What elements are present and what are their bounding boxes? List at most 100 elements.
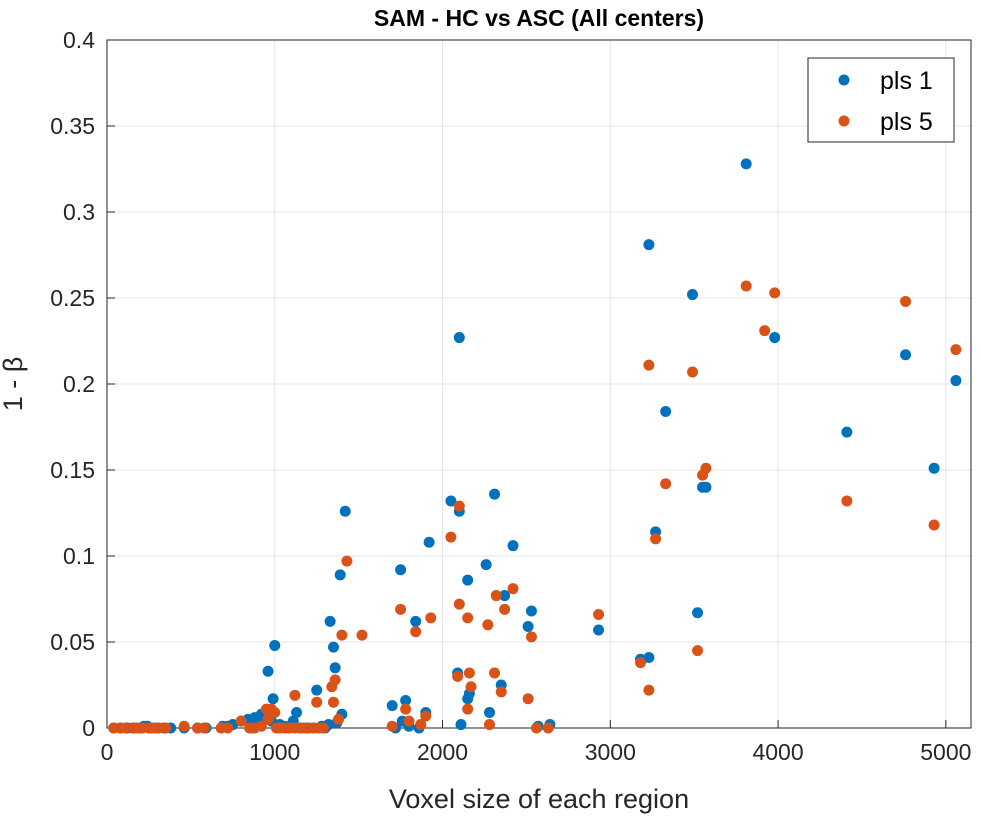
data-points xyxy=(108,158,962,734)
data-point xyxy=(928,519,940,531)
data-point xyxy=(507,540,519,552)
legend-box xyxy=(807,57,955,143)
data-point xyxy=(339,505,351,517)
data-point xyxy=(463,667,475,679)
data-point xyxy=(386,720,398,732)
x-axis-label: Voxel size of each region xyxy=(389,784,689,814)
y-tick-label: 0.05 xyxy=(50,629,95,655)
data-point xyxy=(482,619,494,631)
data-point xyxy=(415,719,427,731)
data-point xyxy=(160,722,172,734)
y-tick-label: 0.35 xyxy=(50,113,95,139)
data-point xyxy=(484,719,496,731)
data-point xyxy=(445,531,457,543)
y-tick-label: 0.2 xyxy=(63,371,95,397)
data-point xyxy=(740,280,752,292)
data-point xyxy=(692,645,704,657)
data-point xyxy=(178,720,190,732)
legend-label-pls-1: pls 1 xyxy=(880,67,933,95)
data-point xyxy=(692,607,704,619)
grid-lines xyxy=(107,40,971,728)
data-point xyxy=(453,598,465,610)
data-point xyxy=(324,615,336,627)
data-point xyxy=(465,681,477,693)
data-point xyxy=(499,603,511,615)
data-point xyxy=(327,641,339,653)
data-point xyxy=(928,462,940,474)
data-point xyxy=(329,674,341,686)
data-point xyxy=(660,406,672,418)
data-point xyxy=(198,722,210,734)
data-point xyxy=(530,722,542,734)
data-point xyxy=(480,559,492,571)
data-point xyxy=(336,629,348,641)
chart-title: SAM - HC vs ASC (All centers) xyxy=(374,5,704,31)
data-point xyxy=(643,684,655,696)
y-tick-label: 0 xyxy=(82,715,95,741)
data-point xyxy=(222,722,234,734)
data-point xyxy=(462,703,474,715)
data-point xyxy=(499,590,511,602)
data-point xyxy=(269,639,281,651)
data-point xyxy=(410,626,422,638)
data-point xyxy=(522,621,534,633)
data-point xyxy=(900,295,912,307)
data-point xyxy=(489,667,501,679)
data-point xyxy=(522,693,534,705)
data-point xyxy=(420,710,432,722)
data-point xyxy=(462,574,474,586)
y-tick-label: 0.1 xyxy=(63,543,95,569)
data-point xyxy=(445,495,457,507)
data-point xyxy=(700,481,712,493)
data-point xyxy=(356,629,368,641)
data-point xyxy=(269,707,281,719)
data-point xyxy=(267,693,279,705)
data-point xyxy=(262,713,274,725)
y-tick-label: 0.3 xyxy=(63,199,95,225)
data-point xyxy=(317,722,329,734)
data-point xyxy=(452,670,464,682)
data-point xyxy=(333,713,345,725)
series-pls-5 xyxy=(108,280,962,734)
data-point xyxy=(327,696,339,708)
y-tick-label: 0.25 xyxy=(50,285,95,311)
data-point xyxy=(490,590,502,602)
data-point xyxy=(311,696,323,708)
data-point xyxy=(334,569,346,581)
data-point xyxy=(643,651,655,663)
data-point xyxy=(769,287,781,299)
data-point xyxy=(400,703,412,715)
data-point xyxy=(634,657,646,669)
data-point xyxy=(841,426,853,438)
data-point xyxy=(235,715,247,727)
data-point xyxy=(687,289,699,301)
data-point xyxy=(525,605,537,617)
data-point xyxy=(507,583,519,595)
data-point xyxy=(423,536,435,548)
y-tick-label: 0.15 xyxy=(50,457,95,483)
data-point xyxy=(542,722,554,734)
x-tick-label: 2000 xyxy=(417,739,468,765)
data-point xyxy=(395,564,407,576)
data-point xyxy=(841,495,853,507)
legend-marker-pls-1 xyxy=(838,74,850,86)
data-point xyxy=(403,715,415,727)
data-point xyxy=(593,608,605,620)
legend-label-pls-5: pls 5 xyxy=(880,108,933,136)
y-axis-label: 1 - β xyxy=(0,357,28,412)
data-point xyxy=(525,631,537,643)
data-point xyxy=(262,665,274,677)
data-point xyxy=(643,359,655,371)
data-point xyxy=(311,684,323,696)
legend-marker-pls-5 xyxy=(838,115,850,127)
data-point xyxy=(455,719,467,731)
data-point xyxy=(700,462,712,474)
data-point xyxy=(687,366,699,378)
data-point xyxy=(950,344,962,356)
data-point xyxy=(950,375,962,387)
data-point xyxy=(410,615,422,627)
axis-ticks: 0 0.05 0.1 0.15 0.2 0.25 0.3 0.35 0.4 0 1000 2000 30… xyxy=(50,27,971,765)
data-point xyxy=(769,332,781,344)
x-tick-label: 0 xyxy=(101,739,114,765)
